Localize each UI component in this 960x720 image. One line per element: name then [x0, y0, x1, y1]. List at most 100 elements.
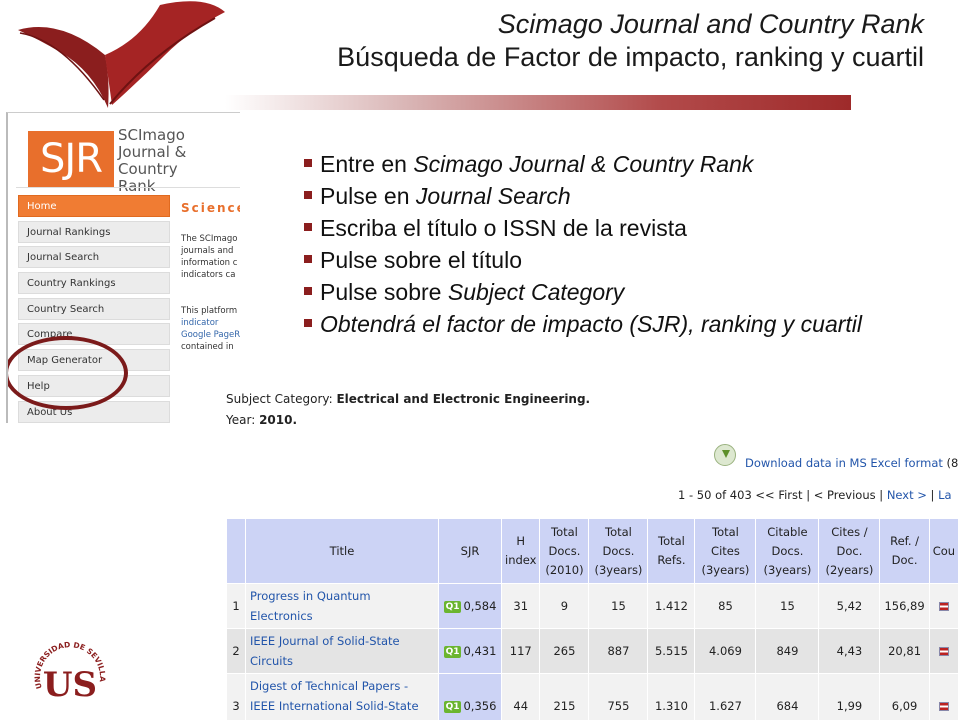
instruction-item: Entre en Scimago Journal & Country Rank: [300, 148, 920, 180]
instruction-italic: Subject Category: [447, 279, 625, 305]
platform-line: This platform: [181, 306, 238, 316]
instruction-italic: Obtendrá el factor de impacto (SJR), ran…: [320, 311, 863, 337]
download-excel-link[interactable]: Download data in MS Excel format (8: [745, 456, 958, 470]
pager-last-link[interactable]: La: [938, 488, 952, 502]
cell-cites-doc: 1,99: [818, 673, 881, 720]
platform-link[interactable]: Google PageR: [181, 330, 240, 340]
year-label: Year:: [226, 413, 260, 427]
col-cites-per-doc[interactable]: Cites / Doc. (2years): [818, 518, 881, 584]
subject-value: Electrical and Electronic Engineering.: [336, 392, 591, 406]
intro-line: information c: [181, 258, 238, 268]
col-total-docs-2010[interactable]: Total Docs. (2010): [539, 518, 590, 584]
instruction-text: Pulse en: [320, 183, 416, 209]
subject-category-line: Subject Category: Electrical and Electro…: [226, 392, 590, 406]
country-flag-icon: [938, 647, 949, 656]
year-line: Year: 2010.: [226, 413, 297, 427]
col-country[interactable]: Cou: [928, 518, 960, 584]
pager-separator: |: [926, 488, 939, 502]
table-row: 1 Progress in Quantum Electronics Q1 0,58…: [226, 583, 960, 629]
intro-line: journals and: [181, 246, 234, 256]
cell-rank: 3: [226, 673, 246, 720]
cell-docs-3y: 887: [588, 628, 649, 674]
cell-docs-2010: 215: [539, 673, 590, 720]
cell-journal-title-link[interactable]: Progress in Quantum Electronics: [245, 583, 439, 629]
instruction-item: Obtendrá el factor de impacto (SJR), ran…: [300, 308, 910, 340]
cell-ref-doc: 6,09: [879, 673, 930, 720]
cell-ref-doc: 156,89: [879, 583, 930, 629]
cell-cites-3y: 85: [694, 583, 757, 629]
col-title[interactable]: Title: [245, 518, 439, 584]
col-total-refs[interactable]: Total Refs.: [647, 518, 696, 584]
cell-refs: 1.310: [647, 673, 696, 720]
platform-line: contained in: [181, 342, 234, 352]
title-gradient-bar: [225, 95, 851, 110]
journal-results-screenshot: Subject Category: Electrical and Electro…: [226, 380, 960, 720]
nav-item-journal-rankings[interactable]: Journal Rankings: [18, 220, 170, 243]
sjr-intro-text: The SCImago journals and information c i…: [181, 233, 240, 281]
nav-item-journal-search[interactable]: Journal Search: [18, 246, 170, 269]
sjr-logo[interactable]: SJR: [28, 131, 114, 187]
cell-sjr: Q1 0,584: [438, 583, 502, 629]
cell-country: [928, 583, 960, 629]
col-h-index[interactable]: H index: [500, 518, 541, 584]
nav-item-country-rankings[interactable]: Country Rankings: [18, 272, 170, 295]
sjr-website-screenshot: SJR SCImago Journal & Country Rank Home …: [6, 112, 240, 423]
cell-docs-2010: 9: [539, 583, 590, 629]
pager-next-link[interactable]: Next >: [886, 488, 927, 502]
universidad-de-sevilla-logo-icon: UNIVERSIDAD DE SEVILLA US: [33, 640, 107, 705]
cell-sjr: Q1 0,431: [438, 628, 502, 674]
col-sjr[interactable]: SJR: [438, 518, 502, 584]
col-rank: [226, 518, 246, 584]
slide-title-line1: Scimago Journal and Country Rank: [497, 9, 924, 39]
cell-h-index: 31: [500, 583, 541, 629]
cell-citable-3y: 849: [755, 628, 820, 674]
sjr-value: 0,431: [463, 644, 497, 658]
instruction-item: Escriba el título o ISSN de la revista: [300, 212, 920, 244]
cell-journal-title-link[interactable]: IEEE Journal of Solid-State Circuits: [245, 628, 439, 674]
download-icon[interactable]: [714, 444, 736, 466]
col-total-docs-3years[interactable]: Total Docs. (3years): [588, 518, 649, 584]
nav-item-country-search[interactable]: Country Search: [18, 297, 170, 320]
download-text[interactable]: Download data in MS Excel format: [745, 456, 943, 470]
col-ref-per-doc[interactable]: Ref. / Doc.: [879, 518, 930, 584]
col-citable-docs-3years[interactable]: Citable Docs. (3years): [755, 518, 820, 584]
nav-item-home[interactable]: Home: [18, 195, 170, 217]
table-row: 2 IEEE Journal of Solid-State Circuits Q…: [226, 628, 960, 674]
platform-link[interactable]: indicator: [181, 318, 219, 328]
slide-title-line2: Búsqueda de Factor de impacto, ranking y…: [337, 42, 924, 72]
slide-title: Scimago Journal and Country Rank Búsqued…: [337, 8, 924, 74]
instruction-text: Pulse sobre: [320, 279, 448, 305]
sjr-brand-line3: Rank: [118, 177, 156, 195]
cell-cites-doc: 4,43: [818, 628, 881, 674]
sjr-header-divider: [16, 187, 240, 188]
sjr-brand-line2: Journal & Country: [118, 143, 187, 178]
pager-range: 1 - 50 of 403 << First | < Previous |: [678, 488, 887, 502]
cell-rank: 1: [226, 583, 246, 629]
cell-ref-doc: 20,81: [879, 628, 930, 674]
cell-docs-3y: 755: [588, 673, 649, 720]
cell-journal-title-link[interactable]: Digest of Technical Papers - IEEE Intern…: [245, 673, 439, 720]
cell-cites-doc: 5,42: [818, 583, 881, 629]
instruction-text: Entre en: [320, 151, 414, 177]
intro-line: The SCImago: [181, 234, 238, 244]
col-total-cites-3years[interactable]: Total Cites (3years): [694, 518, 757, 584]
university-monogram: US: [43, 665, 97, 705]
cell-refs: 5.515: [647, 628, 696, 674]
instruction-list: Entre en Scimago Journal & Country Rank …: [300, 148, 920, 340]
sjr-brand-line1: SCImago: [118, 126, 185, 144]
instruction-item: Pulse sobre Subject Category: [300, 276, 920, 308]
quartile-badge: Q1: [443, 645, 462, 658]
intro-line: indicators ca: [181, 270, 236, 280]
instruction-text: Pulse sobre el título: [320, 247, 523, 273]
cell-sjr: Q1 0,356: [438, 673, 502, 720]
sjr-brand-text: SCImago Journal & Country Rank: [118, 127, 240, 195]
quill-logo-icon: [18, 1, 225, 108]
pagination: 1 - 50 of 403 << First | < Previous | Ne…: [678, 488, 952, 502]
subject-label: Subject Category:: [226, 392, 337, 406]
table-header-row: Title SJR H index Total Docs. (2010) Tot…: [226, 518, 960, 584]
cell-h-index: 44: [500, 673, 541, 720]
instruction-italic: Scimago Journal & Country Rank: [413, 151, 754, 177]
download-suffix: (8: [942, 456, 959, 470]
country-flag-icon: [938, 702, 949, 711]
cell-cites-3y: 4.069: [694, 628, 757, 674]
